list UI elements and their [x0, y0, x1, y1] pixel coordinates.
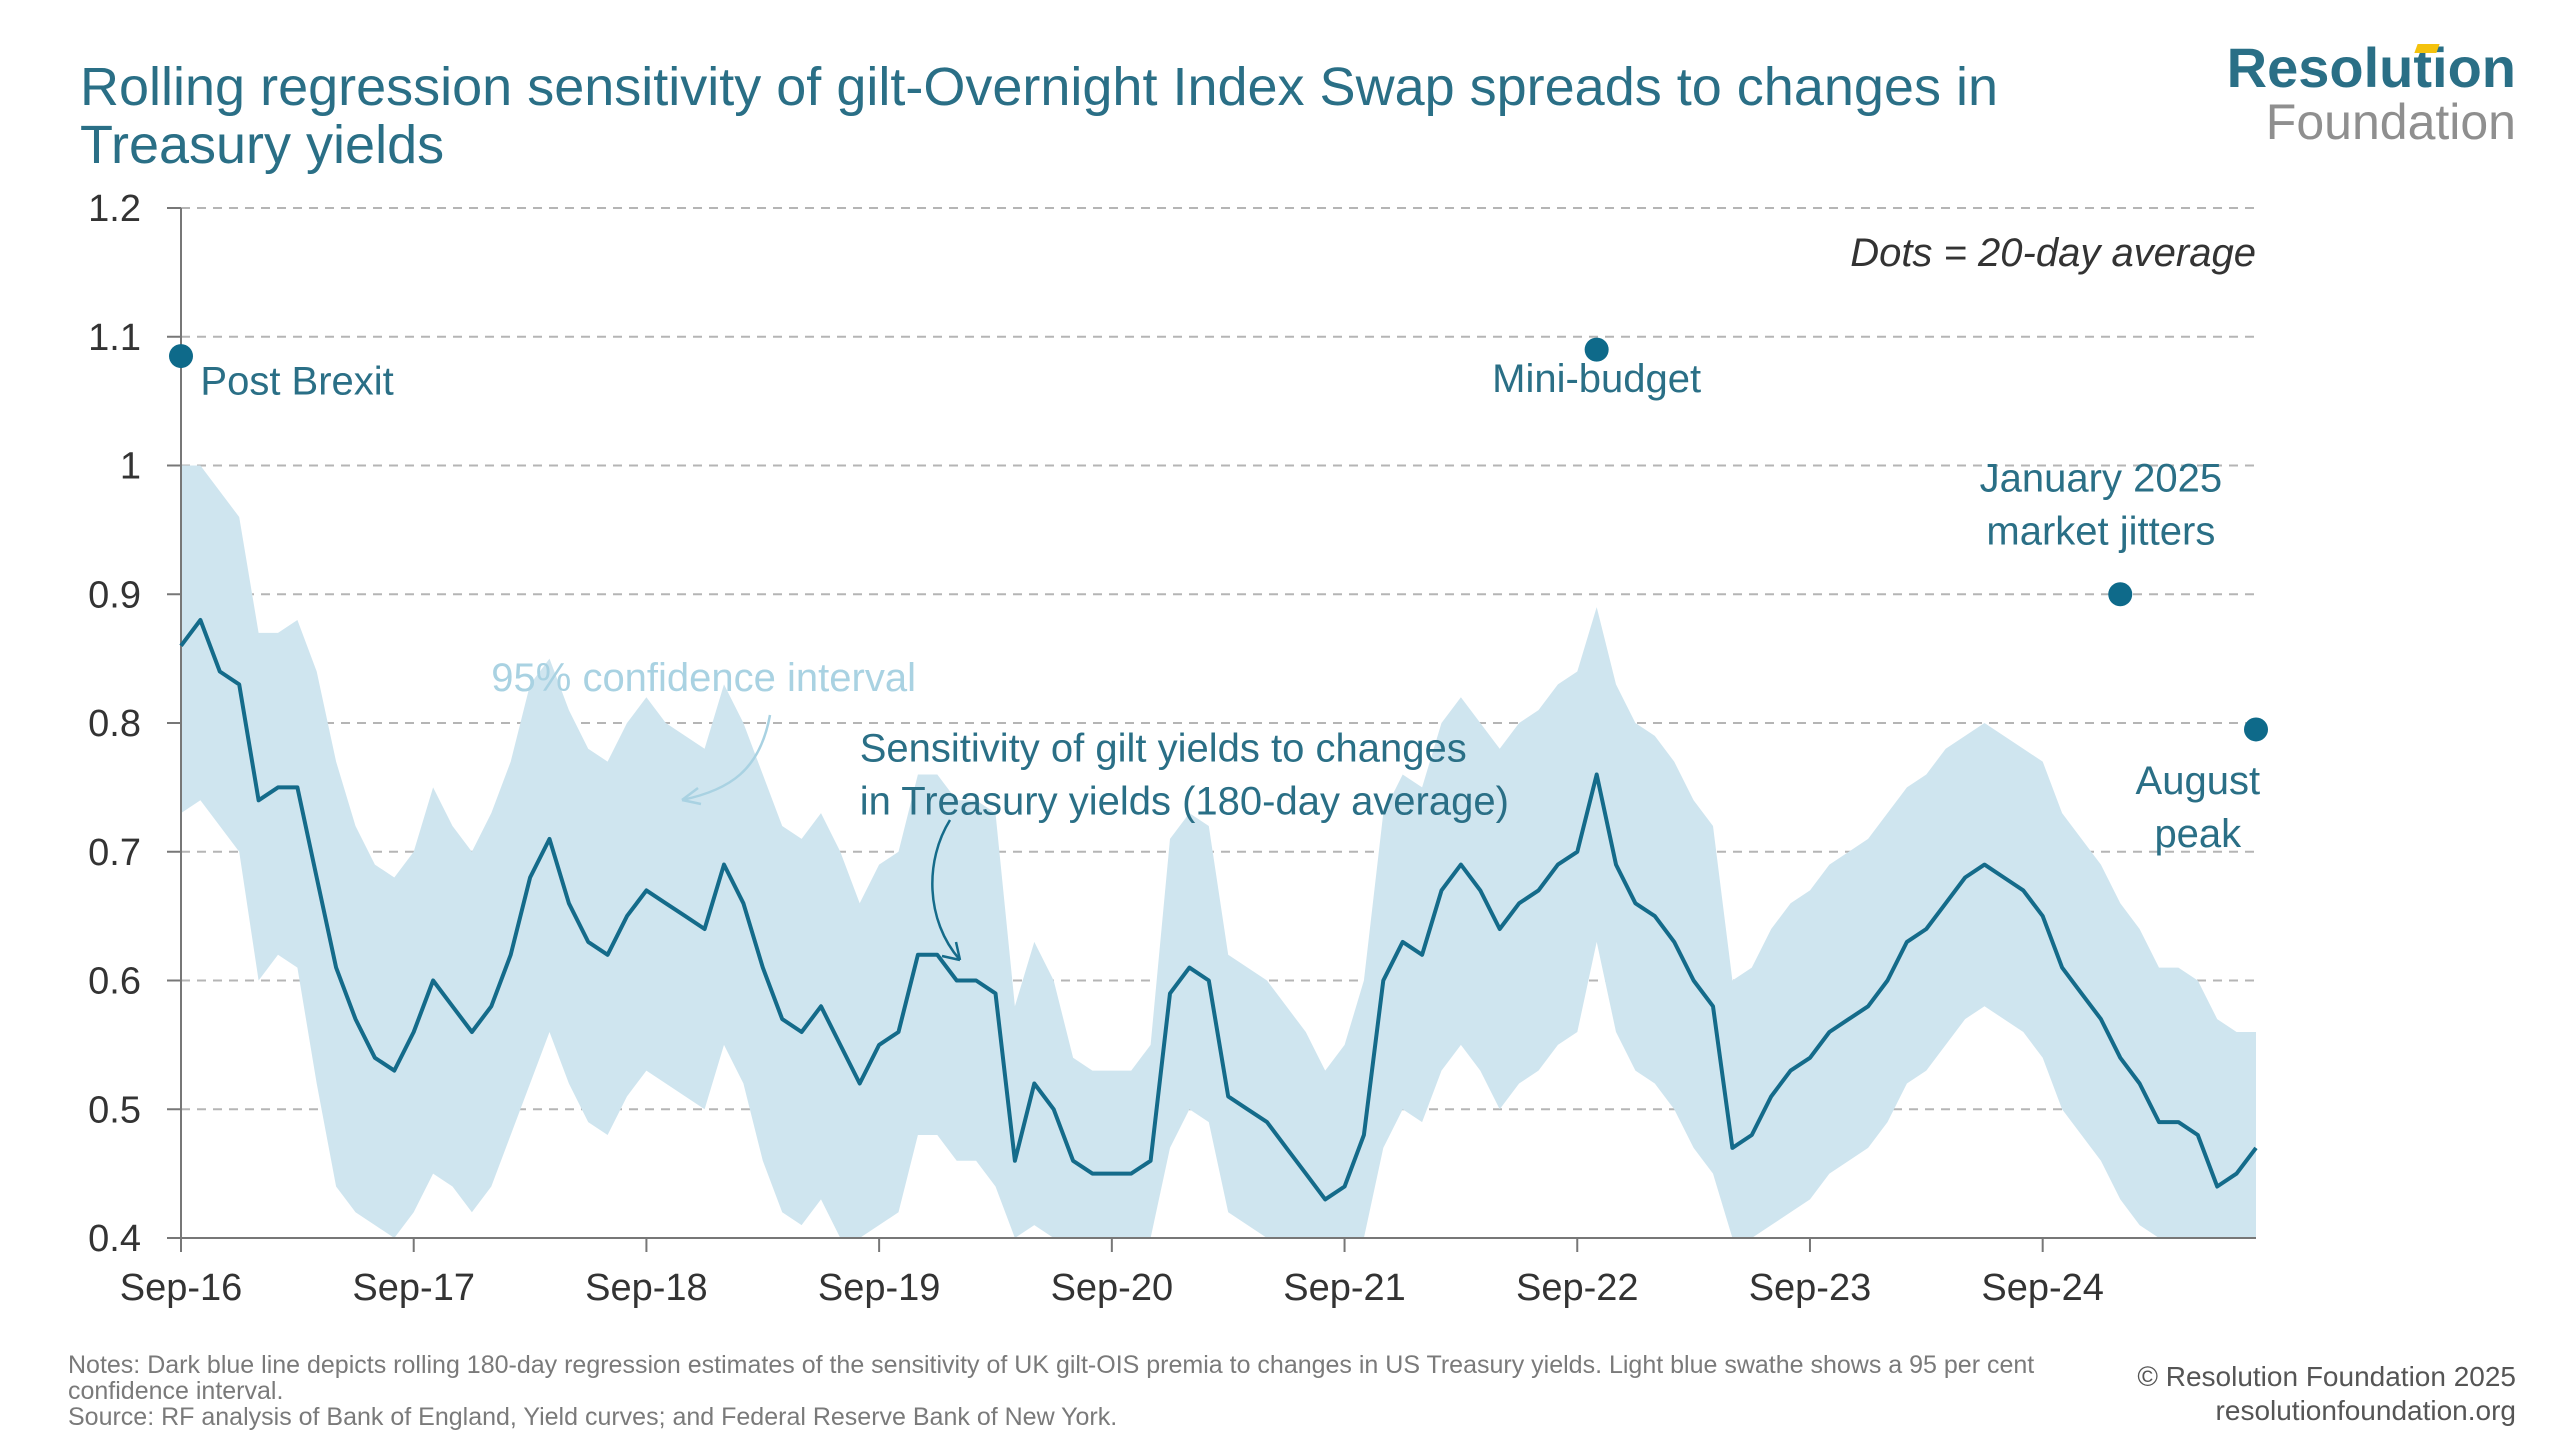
dots-layer: [169, 337, 2268, 742]
axes: 0.4 0.5 0.6 0.7 0.8 0.9 1 1.1 1.2 Sep-16 Sep-17 Sep…: [88, 188, 2256, 1309]
y-tick-label: 0.8: [88, 703, 141, 745]
sensitivity-line-layer: [179, 618, 2258, 1202]
ci-arrowhead: [681, 787, 702, 806]
y-tick-label: 0.5: [88, 1089, 141, 1131]
confidence-band: [181, 465, 2256, 1238]
logo-wordmark-top: Resolution: [2226, 36, 2516, 99]
x-tick-label: Sep-21: [1283, 1267, 1406, 1309]
annotation-jan-2025: market jitters: [1986, 509, 2215, 553]
annotation-dots-note: Dots = 20-day average: [1850, 231, 2256, 275]
x-tick-label: Sep-17: [352, 1267, 475, 1309]
chart-title: Rolling regression sensitivity of gilt-O…: [80, 57, 1998, 175]
x-tick-label: Sep-18: [585, 1267, 708, 1309]
sensitivity-arrowhead: [941, 941, 962, 962]
average-dot: [2244, 717, 2268, 742]
website-text: resolutionfoundation.org: [2215, 1395, 2516, 1426]
y-tick-label: 0.7: [88, 832, 141, 874]
y-tick-label: 1.2: [88, 188, 141, 230]
confidence-band-layer: [181, 465, 2256, 1238]
y-tick-label: 0.9: [88, 574, 141, 616]
average-dot: [1584, 337, 1609, 362]
x-tick-label: Sep-23: [1749, 1267, 1872, 1309]
copyright-block: © Resolution Foundation 2025 resolutionf…: [2137, 1360, 2516, 1428]
x-tick-label: Sep-20: [1051, 1267, 1174, 1309]
sensitivity-pointer-arrow: [931, 819, 961, 961]
resolution-foundation-logo: Resolution Foundation: [2226, 36, 2516, 150]
y-tick-label: 0.4: [88, 1218, 141, 1260]
annotation-post-brexit: Post Brexit: [200, 360, 393, 404]
y-tick-label: 0.6: [88, 961, 141, 1003]
y-tick-label: 1: [120, 446, 141, 488]
ci-pointer-arrow: [681, 714, 772, 802]
x-tick-label: Sep-16: [120, 1267, 243, 1309]
sensitivity-line: [179, 618, 2258, 1202]
x-tick-label: Sep-19: [818, 1267, 941, 1309]
chart-notes: Notes: Dark blue line depicts rolling 18…: [68, 1352, 2078, 1430]
annotation-august-peak: August: [2136, 759, 2261, 803]
copyright-text: © Resolution Foundation 2025: [2137, 1361, 2516, 1392]
source-text: Source: RF analysis of Bank of England, …: [68, 1403, 1118, 1431]
annotation-ci-label: 95% confidence interval: [491, 656, 916, 700]
x-tick-label: Sep-24: [1981, 1267, 2104, 1309]
y-tick-label: 1.1: [88, 317, 141, 359]
annotation-august-peak: peak: [2154, 812, 2242, 856]
average-dot: [169, 344, 193, 369]
annotation-mini-budget: Mini-budget: [1492, 357, 1701, 401]
average-dot: [2108, 582, 2133, 607]
annotation-jan-2025: January 2025: [1980, 456, 2222, 500]
annotation-sensitivity-label: in Treasury yields (180-day average): [860, 780, 1509, 824]
annotations: Post Brexit Mini-budget January 2025 market…: [200, 231, 2261, 962]
logo-wordmark-bottom: Foundation: [2265, 94, 2516, 150]
x-tick-label: Sep-22: [1516, 1267, 1639, 1309]
notes-text: Notes: Dark blue line depicts rolling 18…: [68, 1351, 2035, 1405]
annotation-sensitivity-label: Sensitivity of gilt yields to changes: [860, 727, 1467, 771]
